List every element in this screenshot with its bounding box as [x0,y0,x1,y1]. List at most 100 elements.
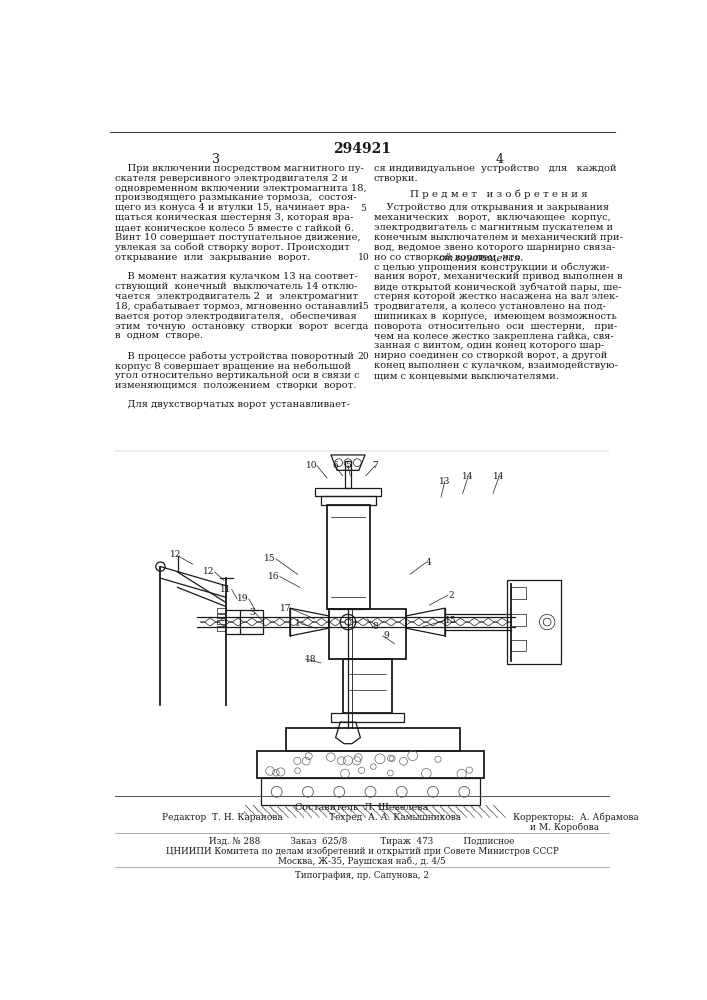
Text: угол относительно вертикальной оси в связи с: угол относительно вертикальной оси в свя… [115,371,359,380]
Text: 15: 15 [358,302,369,311]
Text: вания ворот, механический привод выполнен в: вания ворот, механический привод выполне… [373,272,622,281]
Text: 15: 15 [264,554,276,563]
Text: 12: 12 [204,567,215,576]
Text: открывание  или  закрывание  ворот.: открывание или закрывание ворот. [115,253,310,262]
Text: 10: 10 [305,461,317,470]
Text: 7: 7 [373,461,378,470]
Text: 6: 6 [332,461,338,470]
Text: одновременном включении электромагнита 18,: одновременном включении электромагнита 1… [115,184,366,193]
Text: створки.: створки. [373,174,419,183]
Text: 13: 13 [439,477,450,486]
Text: и М. Коробова: и М. Коробова [530,822,599,832]
Text: Редактор  Т. Н. Каранова: Редактор Т. Н. Каранова [162,813,283,822]
Text: 3: 3 [250,608,255,617]
Text: Устройство для открывания и закрывания: Устройство для открывания и закрывания [373,203,609,212]
Text: вается ротор электродвигателя,  обеспечивая: вается ротор электродвигателя, обеспечив… [115,312,356,321]
Text: конец выполнен с кулачком, взаимодействую-: конец выполнен с кулачком, взаимодейству… [373,361,617,370]
Text: 8: 8 [373,622,378,631]
Text: в  одном  створе.: в одном створе. [115,331,203,340]
Text: но со створкой ворот,: но со створкой ворот, [373,253,490,262]
Text: 1: 1 [295,619,300,628]
Text: 4: 4 [495,153,503,166]
Text: занная с винтом, один конец которого шар-: занная с винтом, один конец которого шар… [373,341,604,350]
Text: шипниках в  корпусе,  имеющем возможность: шипниках в корпусе, имеющем возможность [373,312,617,321]
Bar [217,620,225,624]
Text: В момент нажатия кулачком 13 на соответ-: В момент нажатия кулачком 13 на соответ- [115,272,358,281]
Bar [510,587,526,599]
Text: вод, ведомое звено которого шарнирно связа-: вод, ведомое звено которого шарнирно свя… [373,243,615,252]
Text: 14: 14 [493,472,505,481]
Text: 2: 2 [448,591,454,600]
Text: скателя реверсивного электродвигателя 2 и: скателя реверсивного электродвигателя 2 … [115,174,347,183]
Text: корпус 8 совершает вращение на небольшой: корпус 8 совершает вращение на небольшой [115,361,351,371]
Text: нирно соединен со створкой ворот, а другой: нирно соединен со створкой ворот, а друг… [373,351,607,360]
Bar [329,609,406,659]
Text: Корректоры:  А. Абрамова: Корректоры: А. Абрамова [513,813,639,822]
Text: 20: 20 [358,352,369,361]
Text: 17: 17 [280,604,291,613]
Bar [321,496,376,505]
Text: В процессе работы устройства поворотный: В процессе работы устройства поворотный [115,351,354,361]
Text: Типография, пр. Сапунова, 2: Типография, пр. Сапунова, 2 [295,871,429,880]
Text: 4: 4 [426,558,431,567]
Text: 9: 9 [383,631,389,640]
Text: чается  электродвигатель 2  и  электромагнит: чается электродвигатель 2 и электромагни… [115,292,358,301]
Text: Винт 10 совершает поступательное движение,: Винт 10 совершает поступательное движени… [115,233,361,242]
Text: При включении посредством магнитного пу-: При включении посредством магнитного пу- [115,164,363,173]
Text: щего из конуса 4 и втулки 15, начинает вра-: щего из конуса 4 и втулки 15, начинает в… [115,203,349,212]
Text: Для двухстворчатых ворот устанавливает-: Для двухстворчатых ворот устанавливает- [115,400,349,409]
Text: Составитель  Л. Шевелева: Составитель Л. Шевелева [296,803,428,812]
Text: 19: 19 [238,594,249,603]
Text: П р е д м е т   и з о б р е т е н и я: П р е д м е т и з о б р е т е н и я [410,190,588,199]
Text: чем на колесе жестко закреплена гайка, свя-: чем на колесе жестко закреплена гайка, с… [373,332,614,341]
Text: 3: 3 [212,153,221,166]
Text: 15: 15 [445,616,457,625]
Text: увлекая за собой створку ворот. Происходит: увлекая за собой створку ворот. Происход… [115,243,349,252]
Text: конечным выключателем и механический при-: конечным выключателем и механический при… [373,233,622,242]
Bar [345,461,351,488]
Bar [217,608,225,613]
Text: поворота  относительно  оси  шестерни,   при-: поворота относительно оси шестерни, при- [373,322,617,331]
Bar [217,614,225,618]
Bar [217,626,225,631]
Bar [257,751,484,778]
Text: тем, что,: тем, что, [474,253,524,262]
Text: щаться коническая шестерня 3, которая вра-: щаться коническая шестерня 3, которая вр… [115,213,354,222]
Text: Изд. № 288           Заказ  625/8            Тираж  473           Подписное: Изд. № 288 Заказ 625/8 Тираж 473 Подписн… [209,837,515,846]
Text: щает коническое колесо 5 вместе с гайкой 6.: щает коническое колесо 5 вместе с гайкой… [115,223,354,232]
Text: 11: 11 [221,585,232,594]
Text: 18, срабатывает тормоз, мгновенно останавли-: 18, срабатывает тормоз, мгновенно остана… [115,302,362,311]
Text: виде открытой конической зубчатой пары, ше-: виде открытой конической зубчатой пары, … [373,282,621,292]
Text: 18: 18 [305,654,317,664]
Bar [507,580,561,664]
Text: 10: 10 [358,253,369,262]
Text: с целью упрощения конструкции и обслужи-: с целью упрощения конструкции и обслужи- [373,263,609,272]
Text: ЦНИИПИ Комитета по делам изобретений и открытий при Совете Министров СССР: ЦНИИПИ Комитета по делам изобретений и о… [165,847,559,856]
Text: 294921: 294921 [333,142,391,156]
Text: изменяющимся  положением  створки  ворот.: изменяющимся положением створки ворот. [115,381,356,390]
Text: отличающееся: отличающееся [439,253,521,262]
Text: этим  точную  остановку  створки  ворот  всегда: этим точную остановку створки ворот всег… [115,322,368,331]
Text: ся индивидуальное  устройство   для   каждой: ся индивидуальное устройство для каждой [373,164,617,173]
Bar [343,659,392,713]
Bar [240,610,263,634]
Text: Техред  А. А. Камышникова: Техред А. А. Камышникова [329,813,461,822]
Text: щим с концевыми выключателями.: щим с концевыми выключателями. [373,371,559,380]
Text: 5: 5 [345,461,351,470]
Text: тродвигателя, а колесо установлено на под-: тродвигателя, а колесо установлено на по… [373,302,605,311]
Text: стерня которой жестко насажена на вал элек-: стерня которой жестко насажена на вал эл… [373,292,618,301]
Bar [510,614,526,626]
Text: производящего размыкание тормоза,  состоя-: производящего размыкание тормоза, состоя… [115,193,356,202]
Bar [331,713,404,722]
Text: механических   ворот,  включающее  корпус,: механических ворот, включающее корпус, [373,213,610,222]
Text: 5: 5 [361,204,366,213]
Bar [261,778,480,805]
Bar [327,505,370,609]
Text: 16: 16 [268,572,280,581]
Text: 14: 14 [462,472,474,481]
Text: ствующий  конечный  выключатель 14 отклю-: ствующий конечный выключатель 14 отклю- [115,282,357,291]
Bar [286,728,460,751]
Text: 12: 12 [170,550,181,559]
Bar [315,488,381,496]
Bar [510,640,526,651]
